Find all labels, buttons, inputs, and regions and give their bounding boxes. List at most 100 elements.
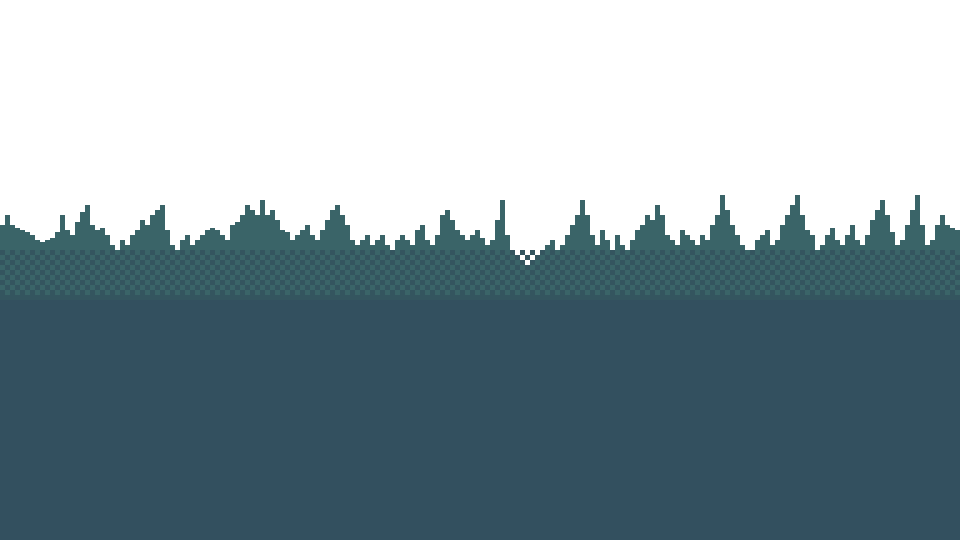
- dither-pixel: [435, 265, 440, 270]
- dither-pixel: [195, 295, 200, 300]
- dither-pixel: [235, 265, 240, 270]
- dither-pixel: [660, 250, 665, 255]
- dither-pixel: [195, 275, 200, 280]
- dither-pixel: [5, 295, 10, 300]
- dither-pixel: [70, 270, 75, 275]
- dither-pixel: [515, 275, 520, 280]
- dither-pixel: [780, 295, 785, 300]
- dither-pixel: [530, 260, 535, 265]
- dither-pixel: [470, 270, 475, 275]
- dither-pixel: [840, 295, 845, 300]
- dither-pixel: [585, 275, 590, 280]
- dither-pixel: [385, 285, 390, 290]
- dither-pixel: [680, 270, 685, 275]
- dither-pixel: [570, 260, 575, 265]
- dither-pixel: [180, 250, 185, 255]
- dither-pixel: [690, 270, 695, 275]
- tree-column: [335, 205, 340, 300]
- dither-pixel: [705, 255, 710, 260]
- dither-pixel: [770, 250, 775, 255]
- dither-pixel: [565, 275, 570, 280]
- dither-pixel: [235, 285, 240, 290]
- dither-pixel: [90, 270, 95, 275]
- dither-pixel: [880, 295, 885, 300]
- dither-pixel: [480, 250, 485, 255]
- dither-pixel: [615, 255, 620, 260]
- dither-pixel: [95, 295, 100, 300]
- dither-pixel: [390, 290, 395, 295]
- dither-pixel: [780, 260, 785, 265]
- dither-pixel: [535, 295, 540, 300]
- dither-pixel: [295, 295, 300, 300]
- dither-pixel: [860, 295, 865, 300]
- dither-pixel: [785, 285, 790, 290]
- dither-pixel: [565, 265, 570, 270]
- dither-pixel: [765, 295, 770, 300]
- dither-pixel: [820, 290, 825, 295]
- dither-pixel: [180, 290, 185, 295]
- tree-column: [595, 245, 600, 300]
- dither-pixel: [30, 280, 35, 285]
- dither-pixel: [75, 255, 80, 260]
- dither-pixel: [540, 260, 545, 265]
- dither-pixel: [720, 280, 725, 285]
- dither-pixel: [65, 255, 70, 260]
- dither-pixel: [255, 255, 260, 260]
- dither-pixel: [710, 290, 715, 295]
- dither-pixel: [0, 280, 5, 285]
- dither-pixel: [895, 275, 900, 280]
- dither-pixel: [45, 275, 50, 280]
- dither-pixel: [700, 260, 705, 265]
- dither-pixel: [440, 260, 445, 265]
- dither-pixel: [700, 270, 705, 275]
- dither-pixel: [190, 260, 195, 265]
- dither-pixel: [120, 250, 125, 255]
- dither-pixel: [35, 265, 40, 270]
- dither-pixel: [685, 265, 690, 270]
- dither-pixel: [365, 295, 370, 300]
- dither-pixel: [950, 295, 955, 300]
- dither-pixel: [695, 295, 700, 300]
- dither-pixel: [395, 265, 400, 270]
- dither-pixel: [475, 285, 480, 290]
- dither-pixel: [80, 250, 85, 255]
- dither-pixel: [230, 290, 235, 295]
- dither-pixel: [665, 275, 670, 280]
- dither-pixel: [655, 265, 660, 270]
- dither-pixel: [20, 260, 25, 265]
- tree-column: [235, 222, 240, 300]
- dither-pixel: [360, 250, 365, 255]
- dither-pixel: [520, 270, 525, 275]
- dither-pixel: [485, 275, 490, 280]
- tree-column: [200, 235, 205, 300]
- dither-pixel: [30, 270, 35, 275]
- dither-pixel: [435, 295, 440, 300]
- dither-pixel: [375, 265, 380, 270]
- dither-pixel: [800, 260, 805, 265]
- dither-pixel: [515, 265, 520, 270]
- dither-pixel: [560, 280, 565, 285]
- dither-pixel: [170, 290, 175, 295]
- dither-pixel: [355, 265, 360, 270]
- dither-pixel: [430, 260, 435, 265]
- dither-pixel: [730, 280, 735, 285]
- dither-pixel: [755, 295, 760, 300]
- dither-pixel: [545, 275, 550, 280]
- dither-pixel: [930, 250, 935, 255]
- dither-pixel: [915, 285, 920, 290]
- dither-pixel: [110, 295, 115, 300]
- dither-pixel: [870, 260, 875, 265]
- dither-pixel: [600, 280, 605, 285]
- tree-column: [940, 215, 945, 300]
- dither-pixel: [345, 265, 350, 270]
- dither-pixel: [910, 280, 915, 285]
- dither-pixel: [55, 265, 60, 270]
- dither-pixel: [140, 290, 145, 295]
- dither-pixel: [195, 265, 200, 270]
- dither-pixel: [15, 285, 20, 290]
- dither-pixel: [295, 275, 300, 280]
- dither-pixel: [475, 265, 480, 270]
- dither-pixel: [805, 255, 810, 260]
- dither-pixel: [255, 285, 260, 290]
- dither-pixel: [555, 285, 560, 290]
